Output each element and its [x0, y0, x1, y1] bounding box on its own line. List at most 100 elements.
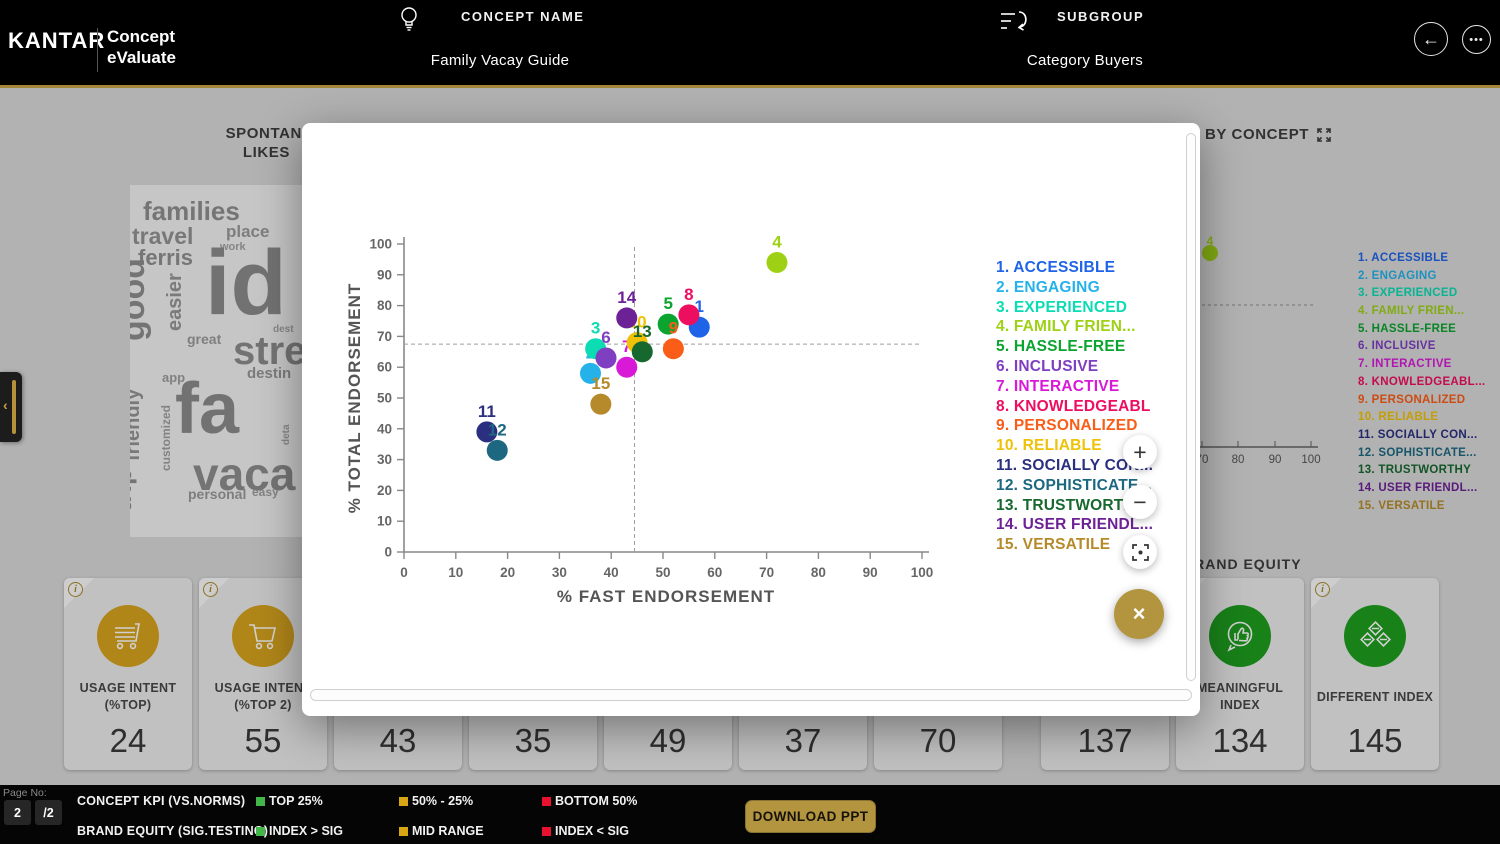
concept-name-value[interactable]: Family Vacay Guide [430, 52, 570, 69]
scatter-point[interactable]: 6 [595, 328, 617, 369]
zoom-out-button[interactable]: − [1123, 485, 1157, 519]
cart-lines-icon [97, 605, 159, 667]
footer-legend-label: MID RANGE [412, 824, 484, 838]
svg-text:90: 90 [863, 565, 878, 580]
legend-swatch [542, 827, 551, 836]
wordcloud-word: families [143, 196, 240, 226]
legend-item: 2. ENGAGING [996, 278, 1100, 296]
legend-swatch [399, 797, 408, 806]
scatter-point[interactable]: 7 [616, 337, 638, 378]
endorsement-chart-modal: 0 10 20 30 40 50 60 70 80 90 100 0 10 20 30 40 50 60 70 80 9… [302, 123, 1200, 716]
header-accent-line [0, 85, 1500, 88]
scatter-point[interactable]: 4 [766, 232, 788, 273]
svg-text:100: 100 [1301, 454, 1320, 466]
footer-legend-label: 50% - 25% [412, 794, 474, 808]
info-icon[interactable]: i [1315, 582, 1330, 597]
legend-item: 9. PERSONALIZED [996, 417, 1138, 435]
footer-legend-label: TOP 25% [269, 794, 323, 808]
chevron-left-icon: ‹ [3, 397, 8, 413]
legend-item: 14. USER FRIENDL... [1358, 481, 1478, 494]
scatter-point[interactable]: 11 [476, 402, 498, 443]
legend-item: 12. SOPHISTICATE... [996, 476, 1152, 494]
legend-item: 12. SOPHISTICATE... [1358, 446, 1477, 459]
kpi-card-value: 43 [379, 722, 417, 759]
info-icon[interactable]: i [203, 582, 218, 597]
thumbs-up-icon [1209, 605, 1271, 667]
scatter-point[interactable]: 15 [590, 374, 612, 415]
product-name: Concept eValuate [107, 27, 176, 67]
modal-vertical-scrollbar[interactable] [1186, 133, 1196, 681]
subgroup-icon [998, 8, 1032, 41]
kpi-card-value: 145 [1347, 722, 1403, 759]
legend-item: 6. INCLUSIVE [1358, 340, 1436, 353]
page-current-box[interactable]: 2 [4, 800, 31, 825]
background-mini-chart: 4 70 80 90 100 [1196, 233, 1346, 488]
wordcloud-word: great [187, 331, 222, 347]
svg-text:70: 70 [377, 329, 392, 344]
svg-text:50: 50 [377, 391, 392, 406]
legend-swatch [399, 827, 408, 836]
wordcloud-word: personal [188, 486, 247, 502]
svg-text:8: 8 [684, 285, 693, 304]
scatter-point[interactable]: 13 [631, 322, 653, 363]
legend-item: 7. INTERACTIVE [1358, 358, 1452, 371]
svg-text:3: 3 [591, 319, 600, 338]
svg-text:90: 90 [1269, 454, 1282, 466]
minus-icon: − [1133, 488, 1147, 515]
brand-equity-heading: BRAND EQUITY [1183, 556, 1302, 572]
bottom-status-bar: Page No: 2 /2 CONCEPT KPI (VS.NORMS) TOP … [0, 785, 1500, 844]
svg-text:10: 10 [377, 514, 392, 529]
background-attribute-legend: 1. ACCESSIBLE 2. ENGAGING 3. EXPERIENCED 4.… [1358, 252, 1485, 517]
plus-icon: + [1133, 438, 1147, 465]
kpi-card-label: USAGE INTENT [214, 681, 312, 695]
modal-horizontal-scrollbar[interactable] [310, 689, 1192, 701]
svg-text:60: 60 [377, 360, 392, 375]
legend-item: 8. KNOWLEDGEABL [996, 397, 1151, 415]
close-modal-button[interactable]: × [1114, 589, 1164, 639]
endorsement-scatter-chart: 0 10 20 30 40 50 60 70 80 90 100 0 10 20 30 40 50 60 70 80 9… [345, 232, 933, 606]
legend-item: 4. FAMILY FRIEN... [1358, 305, 1465, 318]
footer-legend-label: BOTTOM 50% [555, 794, 638, 808]
by-concept-heading: BY CONCEPT [1205, 126, 1310, 143]
subgroup-label: SUBGROUP [1057, 9, 1145, 24]
scatter-point[interactable]: 9 [662, 319, 684, 360]
ellipsis-icon: ••• [1469, 33, 1484, 46]
zoom-in-button[interactable]: + [1123, 435, 1157, 469]
expand-icon[interactable] [1316, 127, 1332, 148]
legend-swatch [542, 797, 551, 806]
more-options-button[interactable]: ••• [1462, 25, 1491, 54]
info-icon[interactable]: i [68, 582, 83, 597]
svg-text:30: 30 [552, 565, 567, 580]
svg-text:80: 80 [377, 298, 392, 313]
wordcloud-word: work [220, 241, 246, 253]
svg-text:0: 0 [384, 545, 392, 560]
page-total-box: /2 [35, 800, 62, 825]
kpi-card-value: 134 [1212, 722, 1268, 759]
lightbulb-icon [398, 6, 420, 39]
sidebar-toggle-tab[interactable]: ‹ [0, 372, 22, 442]
back-button[interactable]: ← [1414, 22, 1448, 56]
kpi-card-value: 137 [1077, 722, 1133, 759]
scatter-point[interactable]: 5 [657, 294, 679, 335]
scatter-point[interactable]: 12 [486, 420, 508, 461]
legend-item: 1. ACCESSIBLE [1358, 252, 1449, 264]
wordcloud-word: stre [233, 329, 307, 373]
svg-text:80: 80 [1232, 454, 1245, 466]
wordcloud-word: destin [247, 365, 292, 382]
svg-text:80: 80 [811, 565, 826, 580]
kpi-card-label: USAGE INTENT [79, 681, 177, 695]
download-ppt-button[interactable]: DOWNLOAD PPT [745, 800, 876, 833]
x-axis-label: % FAST ENDORSEMENT [557, 587, 775, 606]
subgroup-value[interactable]: Category Buyers [1026, 52, 1144, 69]
legend-item: 14. USER FRIENDL... [996, 516, 1154, 534]
kpi-card-value: 70 [919, 722, 957, 759]
legend-item: 9. PERSONALIZED [1358, 393, 1466, 406]
scatter-point[interactable]: 14 [616, 288, 638, 329]
legend-item: 2. ENGAGING [1358, 269, 1437, 282]
close-icon: × [1132, 601, 1146, 626]
diamonds-icon [1344, 605, 1406, 667]
reset-view-button[interactable] [1123, 535, 1157, 569]
scatter-point[interactable]: 8 [678, 285, 700, 326]
legend-item: 5. HASSLE-FREE [996, 338, 1126, 356]
kpi-card-value: 49 [649, 722, 687, 759]
